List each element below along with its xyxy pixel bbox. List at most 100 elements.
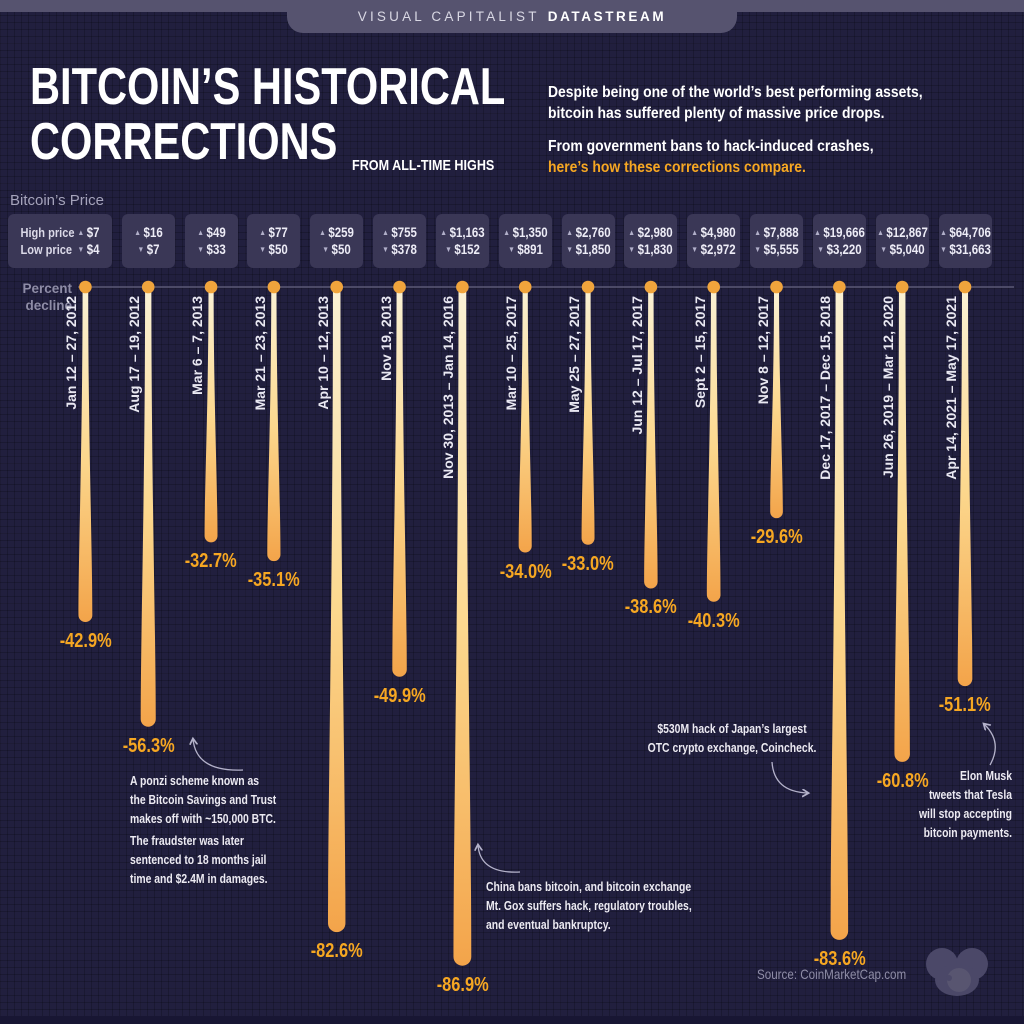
price-value: $1,850 <box>575 242 611 257</box>
price-value: $4,980 <box>700 225 736 240</box>
product-name: DATASTREAM <box>547 9 667 24</box>
date-label: Mar 6 – 7, 2013 <box>189 296 206 395</box>
price-value: $16 <box>143 225 163 240</box>
price-row: ▲ $12,867 <box>876 225 928 240</box>
date-label: Sept 2 – 15, 2017 <box>691 296 708 409</box>
price-box: ▲ $16 ▼ $7 <box>121 214 175 268</box>
drips <box>78 290 973 966</box>
date-label: Jun 12 – Jul 17, 2017 <box>628 296 645 435</box>
high-arrow-icon: ▲ <box>77 228 85 237</box>
intro2-line2-accent: here’s how these corrections compare. <box>548 159 806 177</box>
percent-decline-value: -42.9% <box>59 630 112 653</box>
low-arrow-icon: ▼ <box>628 245 636 254</box>
price-row: ▼ $3,220 <box>817 242 862 257</box>
high-arrow-icon: ▲ <box>503 228 510 237</box>
price-row: ▲ $64,706 <box>940 225 991 240</box>
percent-decline-value: -60.8% <box>876 769 929 792</box>
visual-capitalist-logo-icon <box>926 948 988 996</box>
price-value: $1,350 <box>512 225 548 240</box>
percent-decline-label: -38.6% <box>591 596 711 619</box>
baseline-dot <box>770 280 783 294</box>
drip-bar <box>894 290 910 762</box>
arrow-to-83 <box>771 761 808 793</box>
baseline-dot <box>141 280 155 294</box>
drip-bar <box>453 290 472 966</box>
high-arrow-icon: ▲ <box>133 228 141 237</box>
price-value: $19,666 <box>823 225 865 240</box>
drip-bar <box>581 290 595 545</box>
baseline-dot <box>79 280 92 294</box>
percent-decline-value: -56.3% <box>122 734 175 757</box>
percent-decline-value: -83.6% <box>813 947 866 970</box>
price-panel-title: Bitcoin’s Price <box>10 192 104 209</box>
price-value: $1,830 <box>637 242 674 257</box>
price-row: ▲ $4,980 <box>691 225 736 240</box>
percent-decline-label: -40.3% <box>654 610 774 633</box>
percent-decline-value: -29.6% <box>750 526 803 549</box>
price-box: ▲ $7,888 ▼ $5,555 <box>750 214 804 268</box>
low-arrow-icon: ▼ <box>879 245 887 254</box>
price-value: $64,706 <box>948 225 991 240</box>
price-row: ▲ $16 <box>126 225 171 240</box>
price-row: ▲ $77 <box>251 225 296 240</box>
price-box: ▲ $4,980 ▼ $2,972 <box>687 214 741 268</box>
date-label: Dec 17, 2017 – Dec 15, 2018 <box>817 296 834 480</box>
low-arrow-icon: ▼ <box>507 245 515 254</box>
drip-bar <box>392 290 407 677</box>
price-row: Low price ▼ $4 <box>16 242 104 257</box>
low-arrow-icon: ▼ <box>137 245 144 254</box>
price-box: ▲ $755 ▼ $378 <box>373 214 427 268</box>
price-row: ▲ $755 <box>377 225 422 240</box>
low-arrow-icon: ▼ <box>322 245 330 254</box>
high-arrow-icon: ▲ <box>628 228 636 237</box>
low-arrow-icon: ▼ <box>444 245 452 254</box>
price-row-label: Low price <box>20 242 73 257</box>
high-arrow-icon: ▲ <box>876 228 884 237</box>
price-value: $31,663 <box>948 242 991 257</box>
percent-decline-value: -82.6% <box>310 940 363 963</box>
percent-decline-value: -51.1% <box>939 694 991 717</box>
arrow-to-56 <box>193 739 244 771</box>
price-value: $7 <box>146 242 160 257</box>
source-credit: Source: CoinMarketCap.com <box>757 966 907 982</box>
page-title: BITCOIN’S HISTORICAL CORRECTIONS <box>30 60 505 170</box>
price-box: ▲ $259 ▼ $50 <box>310 214 364 268</box>
percent-decline-value: -35.1% <box>247 569 300 592</box>
brand-name: VISUAL CAPITALIST <box>357 9 540 24</box>
annotation-arrows <box>193 724 996 873</box>
price-value: $4 <box>86 242 100 257</box>
low-arrow-icon: ▼ <box>382 245 389 254</box>
price-value: $33 <box>206 242 226 257</box>
baseline-dot <box>581 280 595 294</box>
baseline-dots <box>79 280 972 294</box>
baseline-dot <box>393 280 406 294</box>
intro-text: Despite being one of the world’s best pe… <box>548 84 923 123</box>
price-row: ▲ $1,350 <box>503 225 548 240</box>
drip-bar <box>140 290 156 727</box>
date-label: Jan 12 – 27, 2012 <box>63 296 80 410</box>
intro2-line1: From government bans to hack-induced cra… <box>548 138 874 155</box>
percent-decline-value: -38.6% <box>624 596 677 619</box>
price-value: $5,040 <box>889 242 925 257</box>
percent-decline-label: -82.6% <box>277 940 397 963</box>
baseline-dot <box>330 280 344 294</box>
price-value: $50 <box>331 242 351 257</box>
drip-bar <box>204 290 218 543</box>
drip-bar <box>518 290 532 553</box>
price-row: ▲ $2,760 <box>566 225 611 240</box>
page-subtitle: FROM ALL-TIME HIGHS <box>352 157 495 174</box>
percent-decline-label: -83.6% <box>779 948 899 971</box>
baseline-dot <box>267 280 281 294</box>
low-arrow-icon: ▼ <box>259 245 267 254</box>
price-value: $378 <box>391 242 417 257</box>
axis-label: Percent decline <box>22 281 72 313</box>
price-box: ▲ $1,350 ▼ $891 <box>498 214 552 268</box>
high-arrow-icon: ▲ <box>565 228 573 237</box>
date-label: Jun 26, 2019 – Mar 12, 2020 <box>880 296 897 479</box>
title-line-2: CORRECTIONS <box>30 113 338 171</box>
price-value: $2,760 <box>575 225 611 240</box>
drip-bar <box>706 290 721 602</box>
annotation-coincheck: $530M hack of Japan’s largest OTC crypto… <box>647 721 817 755</box>
low-arrow-icon: ▼ <box>939 245 947 254</box>
